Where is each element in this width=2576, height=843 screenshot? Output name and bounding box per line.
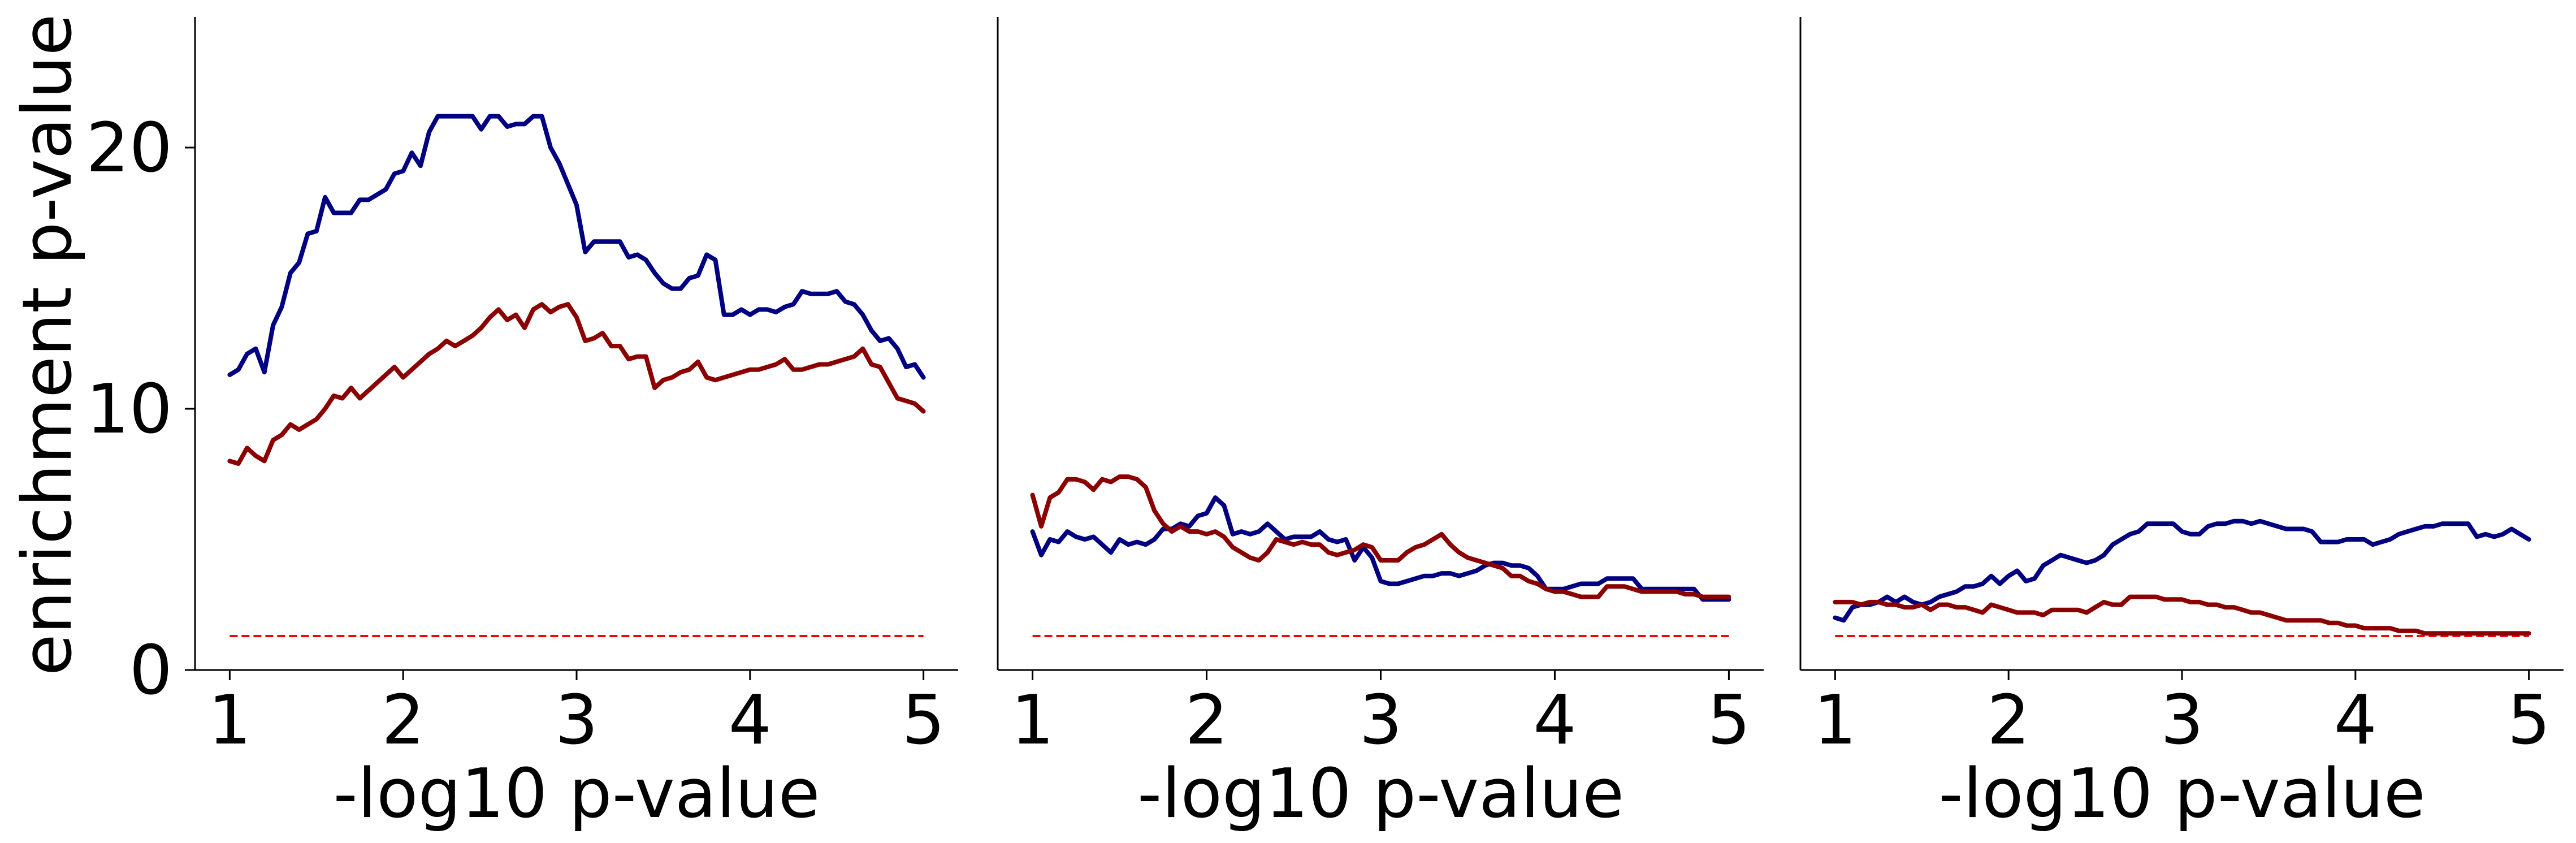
series-line-2: [227, 302, 926, 466]
panel-1: 1 2 3 4 5 0 10 20 -log10 p-value: [86, 17, 958, 833]
panel-3: 1 2 3 4 5 -log10 p-value: [1799, 17, 2564, 833]
plots-layer: 1 2 3 4 5 0 10 20 -log10 p-value 1 2 3 4 5 -log10 p-va…: [86, 17, 2564, 833]
x-tick-label: 2: [1987, 681, 2030, 760]
x-axis-label: -log10 p-value: [333, 755, 820, 833]
series-line-2: [1833, 594, 2531, 636]
x-tick-label: 4: [729, 681, 772, 760]
x-tick-label: 5: [1707, 681, 1750, 760]
x-tick-label: 5: [902, 681, 945, 760]
x-tick-label: 2: [382, 681, 425, 760]
x-tick-label: 3: [2161, 681, 2203, 760]
y-tick-label: 0: [129, 632, 172, 710]
series-line-2: [1030, 474, 1731, 599]
y-tick-label: 10: [86, 370, 172, 449]
y-tick-label: 20: [86, 109, 172, 188]
series-line-1: [1833, 518, 2531, 623]
x-tick-label: 3: [555, 681, 598, 760]
x-tick-label: 5: [2507, 681, 2550, 760]
panel-2: 1 2 3 4 5 -log10 p-value: [997, 17, 1764, 833]
x-tick-label: 4: [1533, 681, 1576, 760]
x-tick-label: 1: [1813, 681, 1856, 760]
x-tick-label: 2: [1185, 681, 1228, 760]
x-tick-label: 3: [1359, 681, 1402, 760]
x-tick-label: 1: [1011, 681, 1054, 760]
x-tick-label: 4: [2334, 681, 2377, 760]
x-tick-label: 1: [208, 681, 251, 760]
series-line-1: [227, 114, 926, 380]
y-axis-label: enrichment p-value: [8, 14, 87, 676]
x-axis-label: -log10 p-value: [1938, 755, 2425, 833]
series-line-1: [1030, 495, 1731, 602]
x-axis-label: -log10 p-value: [1137, 755, 1624, 833]
